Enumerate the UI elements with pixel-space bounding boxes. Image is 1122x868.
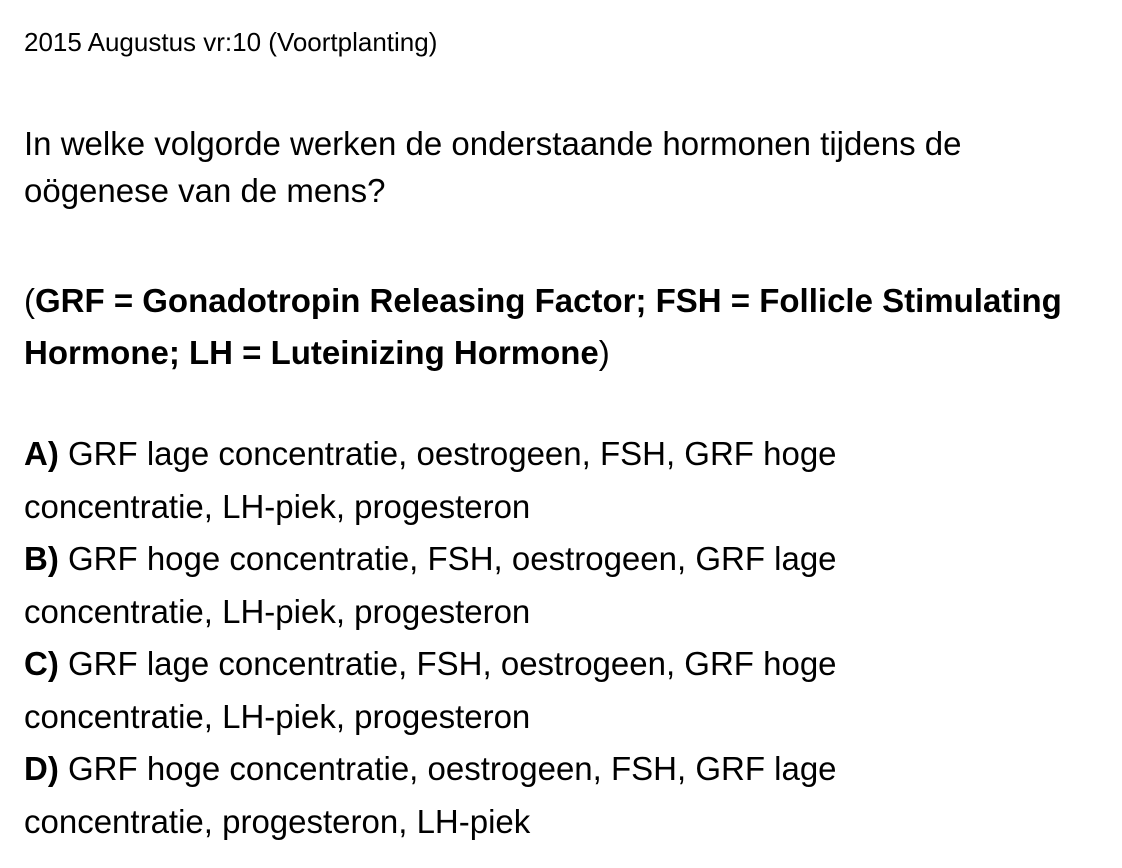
option-letter: C): [24, 645, 59, 682]
slide-header: 2015 Augustus vr:10 (Voortplanting): [24, 24, 437, 60]
option-text: GRF lage concentratie, FSH, oestrogeen, …: [24, 645, 837, 735]
question-text: In welke volgorde werken de onderstaande…: [24, 120, 1114, 214]
hormone-definitions: (GRF = Gonadotropin Releasing Factor; FS…: [24, 275, 1114, 379]
option-letter: B): [24, 540, 59, 577]
definitions-text: GRF = Gonadotropin Releasing Factor; FSH…: [24, 282, 1062, 371]
question-body: In welke volgorde werken de onderstaande…: [24, 125, 961, 209]
header-title: 2015 Augustus vr:10 (Voortplanting): [24, 27, 437, 57]
answer-option-b: B) GRF hoge concentratie, FSH, oestrogee…: [24, 533, 1024, 638]
definitions-close-paren: ): [599, 334, 610, 371]
option-letter: A): [24, 435, 59, 472]
answer-option-c: C) GRF lage concentratie, FSH, oestrogee…: [24, 638, 1024, 743]
answer-option-d: D) GRF hoge concentratie, oestrogeen, FS…: [24, 743, 1024, 848]
option-letter: D): [24, 750, 59, 787]
answer-options: A) GRF lage concentratie, oestrogeen, FS…: [24, 428, 1024, 848]
option-text: GRF hoge concentratie, oestrogeen, FSH, …: [24, 750, 837, 840]
answer-option-a: A) GRF lage concentratie, oestrogeen, FS…: [24, 428, 1024, 533]
option-text: GRF lage concentratie, oestrogeen, FSH, …: [24, 435, 837, 525]
option-text: GRF hoge concentratie, FSH, oestrogeen, …: [24, 540, 837, 630]
definitions-open-paren: (: [24, 282, 35, 319]
